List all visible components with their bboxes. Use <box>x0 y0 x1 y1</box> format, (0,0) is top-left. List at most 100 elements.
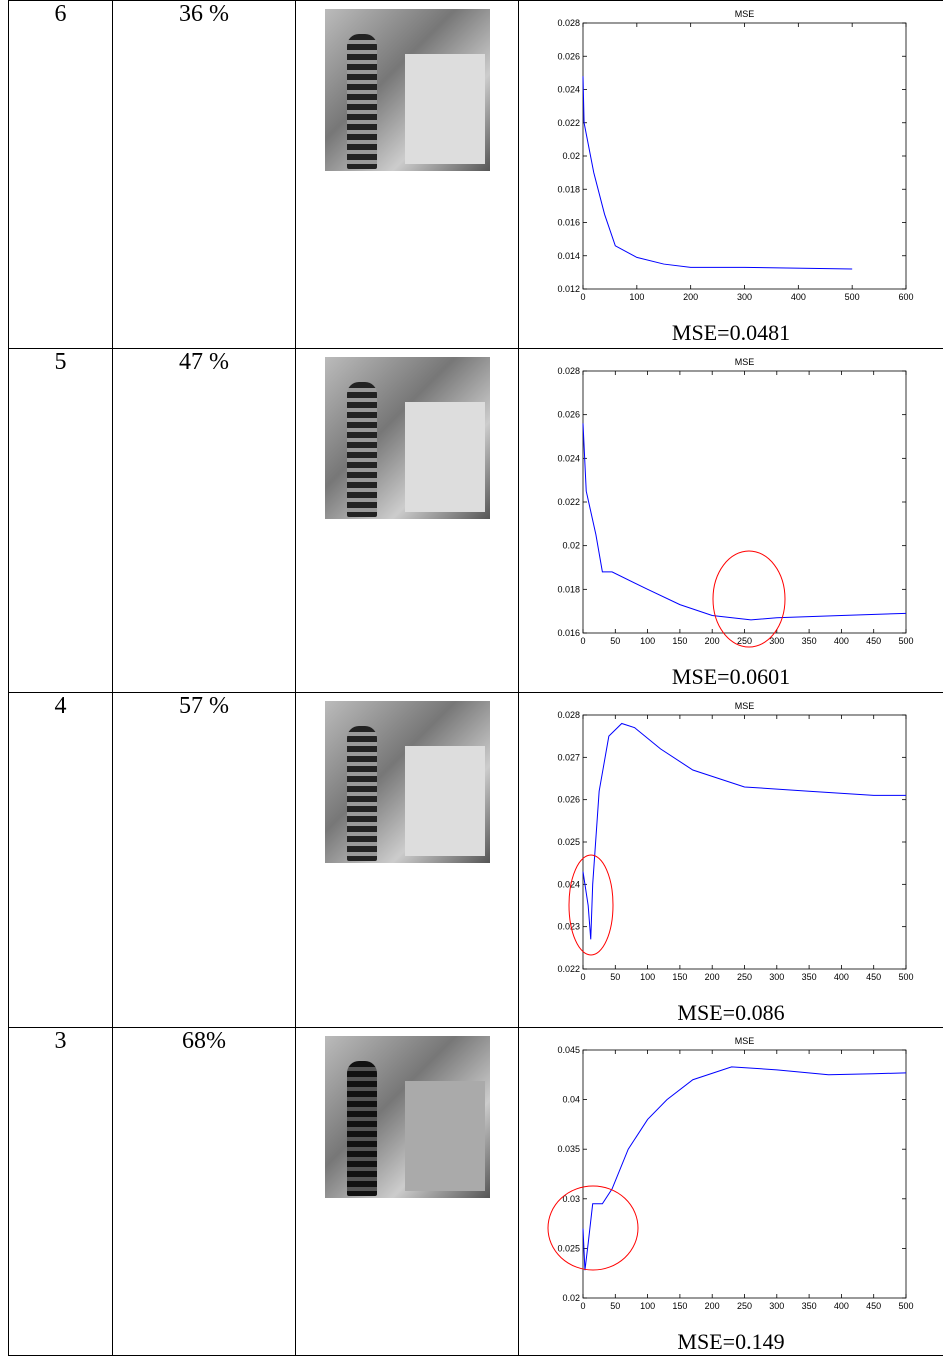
x-tick-label: 350 <box>802 636 817 646</box>
x-tick-label: 400 <box>791 292 806 302</box>
caption: MSE=0.086 <box>519 1000 943 1026</box>
x-tick-label: 300 <box>769 1301 784 1311</box>
y-tick-label: 0.022 <box>557 118 580 128</box>
rate: 57 % <box>113 693 296 1028</box>
x-tick-label: 0 <box>580 1301 585 1311</box>
y-tick-label: 0.016 <box>557 628 580 638</box>
y-tick-label: 0.04 <box>562 1095 580 1105</box>
y-tick-label: 0.025 <box>557 1243 580 1253</box>
y-tick-label: 0.026 <box>557 795 580 805</box>
level: 6 <box>9 1 113 349</box>
x-tick-label: 0 <box>580 972 585 982</box>
image-cell <box>296 1 519 349</box>
y-tick-label: 0.016 <box>557 218 580 228</box>
x-tick-label: 500 <box>898 636 913 646</box>
x-tick-label: 100 <box>629 292 644 302</box>
y-tick-label: 0.012 <box>557 284 580 294</box>
x-tick-label: 500 <box>845 292 860 302</box>
x-tick-label: 150 <box>672 972 687 982</box>
x-tick-label: 350 <box>802 972 817 982</box>
rate: 68% <box>113 1028 296 1356</box>
photo <box>325 9 490 171</box>
y-tick-label: 0.025 <box>557 837 580 847</box>
x-tick-label: 100 <box>640 1301 655 1311</box>
y-tick-label: 0.022 <box>557 497 580 507</box>
chart-title: MSE <box>735 9 755 19</box>
x-tick-label: 300 <box>769 636 784 646</box>
y-tick-label: 0.02 <box>562 541 580 551</box>
caption: MSE=0.149 <box>519 1329 943 1355</box>
x-tick-label: 400 <box>834 1301 849 1311</box>
x-tick-label: 250 <box>737 972 752 982</box>
x-tick-label: 300 <box>737 292 752 302</box>
y-tick-label: 0.026 <box>557 410 580 420</box>
y-tick-label: 0.014 <box>557 251 580 261</box>
image-cell <box>296 693 519 1028</box>
plot-frame <box>583 1050 906 1298</box>
x-tick-label: 500 <box>898 972 913 982</box>
x-tick-label: 300 <box>769 972 784 982</box>
image-cell <box>296 349 519 693</box>
x-tick-label: 350 <box>802 1301 817 1311</box>
y-tick-label: 0.024 <box>557 453 580 463</box>
photo <box>325 357 490 519</box>
level: 5 <box>9 349 113 693</box>
x-tick-label: 0 <box>580 292 585 302</box>
chart-title: MSE <box>735 1036 755 1046</box>
plot-frame <box>583 371 906 633</box>
rate: 36 % <box>113 1 296 349</box>
photo <box>325 1036 490 1198</box>
row: 6 36 % MSE 0.012 0.014 0.016 0.018 0.02 0.022 0… <box>9 1 943 349</box>
row: 5 47 % MSE 0.016 0.018 0.02 0.022 0.024 0.026 0… <box>9 349 943 693</box>
chart-cell: MSE 0.012 0.014 0.016 0.018 0.02 0.022 0.024 0.0… <box>519 1 943 349</box>
chart-title: MSE <box>735 701 755 711</box>
x-tick-label: 50 <box>610 1301 620 1311</box>
x-tick-label: 450 <box>866 1301 881 1311</box>
level: 4 <box>9 693 113 1028</box>
image-cell <box>296 1028 519 1356</box>
caption: MSE=0.0601 <box>519 664 943 690</box>
x-tick-label: 600 <box>898 292 913 302</box>
chart-title: MSE <box>735 357 755 367</box>
plot-frame <box>583 715 906 969</box>
y-tick-label: 0.024 <box>557 879 580 889</box>
caption: MSE=0.0481 <box>519 320 943 346</box>
y-tick-label: 0.035 <box>557 1144 580 1154</box>
x-tick-label: 400 <box>834 636 849 646</box>
x-tick-label: 250 <box>737 636 752 646</box>
y-tick-label: 0.02 <box>562 1293 580 1303</box>
photo <box>325 701 490 863</box>
x-tick-label: 150 <box>672 636 687 646</box>
y-tick-label: 0.045 <box>557 1045 580 1055</box>
x-tick-label: 200 <box>683 292 698 302</box>
y-tick-label: 0.02 <box>562 151 580 161</box>
y-tick-label: 0.028 <box>557 710 580 720</box>
y-tick-label: 0.018 <box>557 184 580 194</box>
y-tick-label: 0.024 <box>557 85 580 95</box>
chart: MSE 0.012 0.014 0.016 0.018 0.02 0.022 0.024 0.0… <box>521 1 941 311</box>
x-tick-label: 500 <box>898 1301 913 1311</box>
y-tick-label: 0.018 <box>557 584 580 594</box>
x-tick-label: 250 <box>737 1301 752 1311</box>
plot-frame <box>583 23 906 289</box>
x-tick-label: 200 <box>705 636 720 646</box>
level: 3 <box>9 1028 113 1356</box>
x-tick-label: 200 <box>705 1301 720 1311</box>
x-tick-label: 450 <box>866 636 881 646</box>
x-tick-label: 100 <box>640 972 655 982</box>
x-tick-label: 450 <box>866 972 881 982</box>
rate: 47 % <box>113 349 296 693</box>
y-tick-label: 0.026 <box>557 51 580 61</box>
y-tick-label: 0.028 <box>557 366 580 376</box>
y-tick-label: 0.022 <box>557 964 580 974</box>
